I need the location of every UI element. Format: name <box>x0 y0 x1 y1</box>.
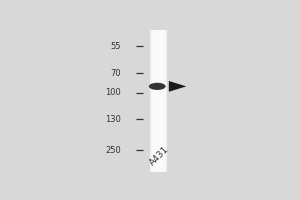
Text: 70: 70 <box>111 69 121 78</box>
Text: 55: 55 <box>111 42 121 51</box>
Polygon shape <box>169 81 186 92</box>
Bar <box>152 30 165 172</box>
Bar <box>150 30 167 172</box>
Text: 250: 250 <box>106 146 121 155</box>
Ellipse shape <box>149 83 166 90</box>
Text: A431: A431 <box>148 144 171 167</box>
Text: 130: 130 <box>105 115 121 124</box>
Text: 100: 100 <box>106 88 121 97</box>
